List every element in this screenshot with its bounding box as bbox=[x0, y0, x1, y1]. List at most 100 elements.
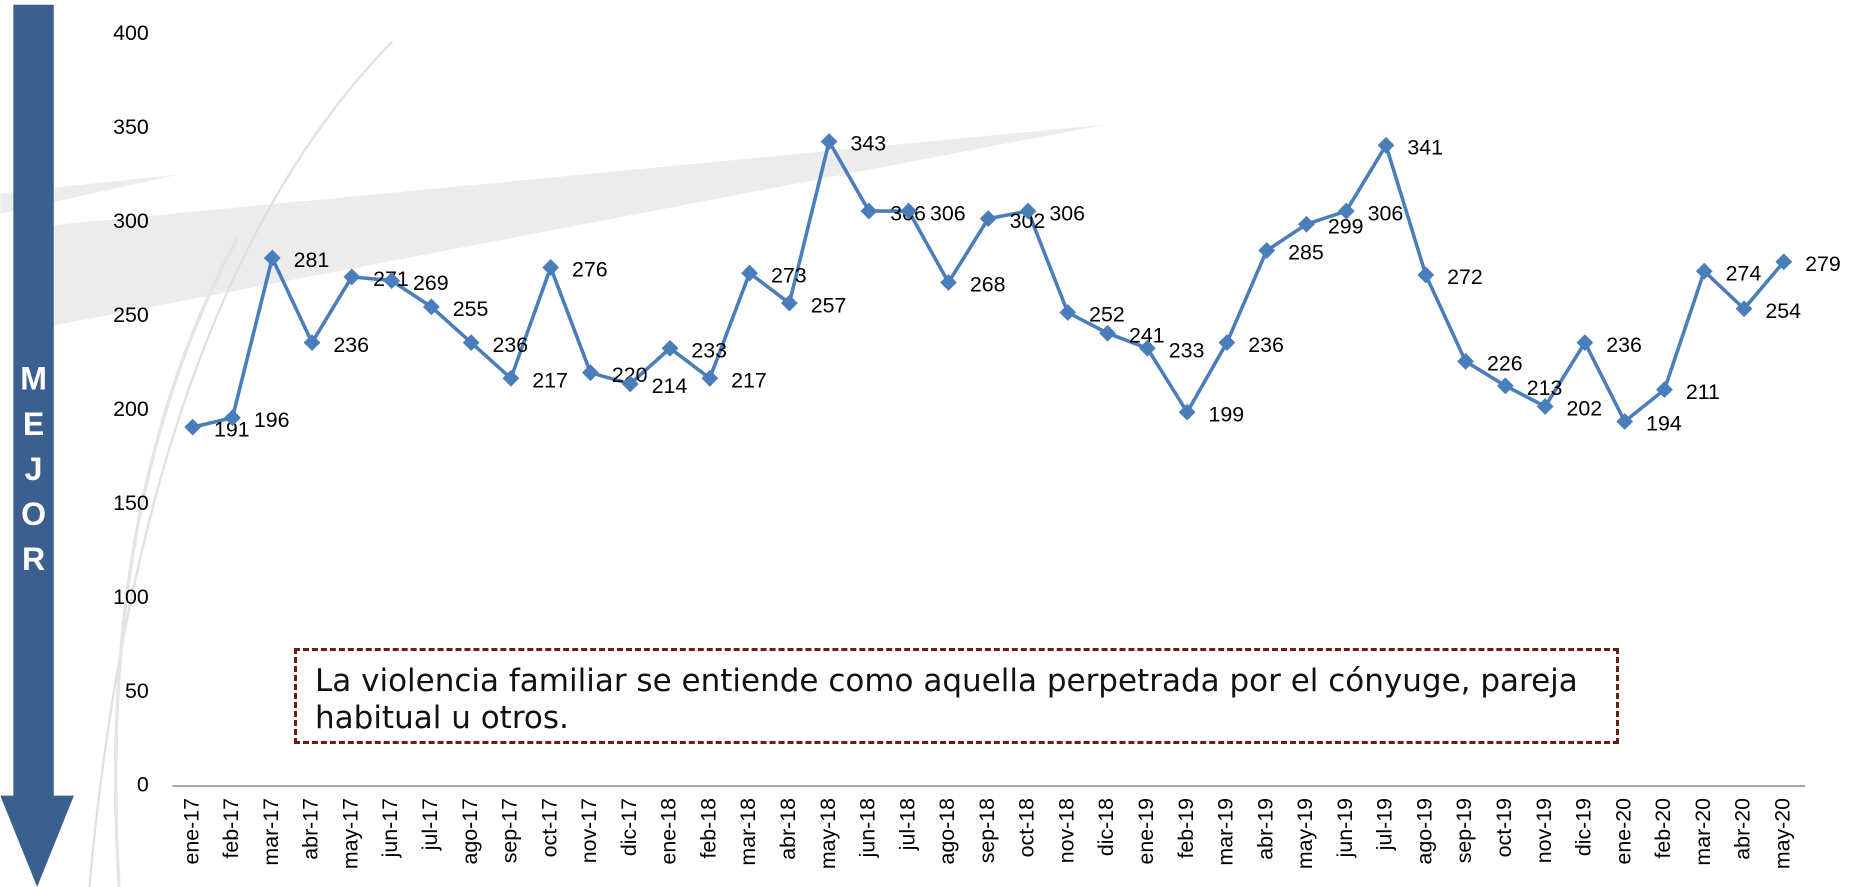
x-tick-label: oct-19 bbox=[1492, 798, 1516, 857]
arrow-head bbox=[0, 796, 74, 887]
decor bbox=[89, 42, 392, 887]
annotation: La violencia familiar se entiende como a… bbox=[294, 648, 1619, 744]
y-tick-label: 0 bbox=[137, 773, 149, 797]
data-label: 236 bbox=[333, 333, 369, 357]
data-label: 196 bbox=[254, 408, 290, 432]
side-letter: J bbox=[25, 451, 43, 487]
x-tick-label: mar-17 bbox=[259, 798, 283, 866]
data-label: 217 bbox=[731, 369, 767, 393]
data-label: 194 bbox=[1646, 412, 1682, 436]
x-tick-label: dic-18 bbox=[1094, 798, 1118, 856]
x-tick-label: feb-19 bbox=[1174, 798, 1198, 859]
marker bbox=[1577, 334, 1594, 351]
data-label: 343 bbox=[851, 132, 887, 156]
y-tick-label: 400 bbox=[113, 21, 149, 45]
side-letter: O bbox=[21, 496, 46, 532]
x-tick-label: dic-19 bbox=[1572, 798, 1596, 856]
x-tick-label: jun-17 bbox=[378, 798, 402, 858]
x-tick-label: sep-19 bbox=[1452, 798, 1476, 863]
data-label: 217 bbox=[532, 369, 568, 393]
x-tick-label: ago-19 bbox=[1412, 798, 1436, 865]
marker bbox=[861, 203, 878, 220]
x-tick-label: mar-18 bbox=[736, 798, 760, 866]
marker bbox=[940, 274, 957, 291]
data-label: 274 bbox=[1726, 261, 1762, 285]
x-tick-label: abr-19 bbox=[1253, 798, 1277, 860]
x-tick-label: ago-18 bbox=[935, 798, 959, 865]
marker bbox=[1537, 398, 1554, 415]
x-tick-label: mar-19 bbox=[1214, 798, 1238, 866]
marker bbox=[542, 259, 559, 276]
data-label: 233 bbox=[1169, 338, 1205, 362]
y-tick-label: 250 bbox=[113, 303, 149, 327]
x-tick-label: jul-19 bbox=[1373, 798, 1397, 851]
x-tick-label: ago-17 bbox=[458, 798, 482, 865]
data-label: 254 bbox=[1765, 299, 1801, 323]
marker bbox=[1417, 267, 1434, 284]
data-label: 306 bbox=[1049, 201, 1085, 225]
marker bbox=[1219, 334, 1236, 351]
data-label: 252 bbox=[1089, 303, 1125, 327]
data-label: 306 bbox=[1368, 201, 1404, 225]
marker bbox=[184, 419, 201, 436]
x-tick-label: nov-19 bbox=[1532, 798, 1556, 863]
data-label: 236 bbox=[1606, 333, 1642, 357]
data-label: 285 bbox=[1288, 241, 1324, 265]
data-label: 306 bbox=[930, 201, 966, 225]
x-tick-label: nov-18 bbox=[1054, 798, 1078, 863]
data-label: 236 bbox=[492, 333, 528, 357]
y-tick-label: 200 bbox=[113, 397, 149, 421]
data-label: 269 bbox=[413, 271, 449, 295]
y-tick-label: 350 bbox=[113, 115, 149, 139]
y-tick-label: 300 bbox=[113, 209, 149, 233]
y-tick-label: 50 bbox=[125, 679, 149, 703]
data-label: 281 bbox=[294, 248, 330, 272]
side-letter: E bbox=[23, 406, 44, 442]
marker bbox=[1378, 137, 1395, 154]
x-tick-label: ene-20 bbox=[1611, 798, 1635, 865]
arrow-shaft bbox=[13, 5, 53, 798]
x-tick-label: jul-18 bbox=[895, 798, 919, 851]
x-tick-label: feb-17 bbox=[219, 798, 243, 859]
x-tick-label: ene-17 bbox=[179, 798, 203, 865]
x-tick-label: oct-17 bbox=[537, 798, 561, 857]
marker bbox=[1099, 325, 1116, 342]
marker bbox=[343, 268, 360, 285]
x-tick-label: abr-17 bbox=[299, 798, 323, 860]
marker bbox=[304, 334, 321, 351]
data-label: 279 bbox=[1805, 252, 1841, 276]
data-label: 255 bbox=[453, 297, 489, 321]
data-label: 341 bbox=[1407, 136, 1443, 160]
side-letter: M bbox=[20, 361, 47, 397]
data-label: 273 bbox=[771, 263, 807, 287]
marker bbox=[1457, 353, 1474, 370]
marker bbox=[821, 133, 838, 150]
x-tick-label: feb-20 bbox=[1651, 798, 1675, 859]
y-tick-label: 100 bbox=[113, 585, 149, 609]
data-label: 214 bbox=[652, 374, 688, 398]
data-label: 213 bbox=[1527, 376, 1563, 400]
marker bbox=[1179, 404, 1196, 421]
x-tick-label: ene-19 bbox=[1134, 798, 1158, 865]
x-tick-label: may-20 bbox=[1770, 798, 1794, 869]
data-label: 226 bbox=[1487, 352, 1523, 376]
x-tick-label: mar-20 bbox=[1691, 798, 1715, 866]
x-tick-label: jun-19 bbox=[1333, 798, 1357, 858]
page: MEJOR 050100150200250300350400ene-17feb-… bbox=[0, 0, 1853, 887]
x-tick-label: may-17 bbox=[338, 798, 362, 869]
marker bbox=[582, 364, 599, 381]
data-label: 268 bbox=[970, 273, 1006, 297]
data-label: 276 bbox=[572, 258, 608, 282]
x-tick-label: sep-18 bbox=[975, 798, 999, 863]
data-label: 272 bbox=[1447, 265, 1483, 289]
decor bbox=[116, 237, 238, 887]
data-label: 236 bbox=[1248, 333, 1284, 357]
x-tick-label: nov-17 bbox=[577, 798, 601, 863]
marker bbox=[1059, 304, 1076, 321]
x-tick-label: sep-17 bbox=[498, 798, 522, 863]
x-tick-label: feb-18 bbox=[696, 798, 720, 859]
x-tick-label: oct-18 bbox=[1015, 798, 1039, 857]
data-label: 211 bbox=[1686, 380, 1720, 404]
marker bbox=[980, 210, 997, 227]
data-label: 202 bbox=[1567, 397, 1603, 421]
